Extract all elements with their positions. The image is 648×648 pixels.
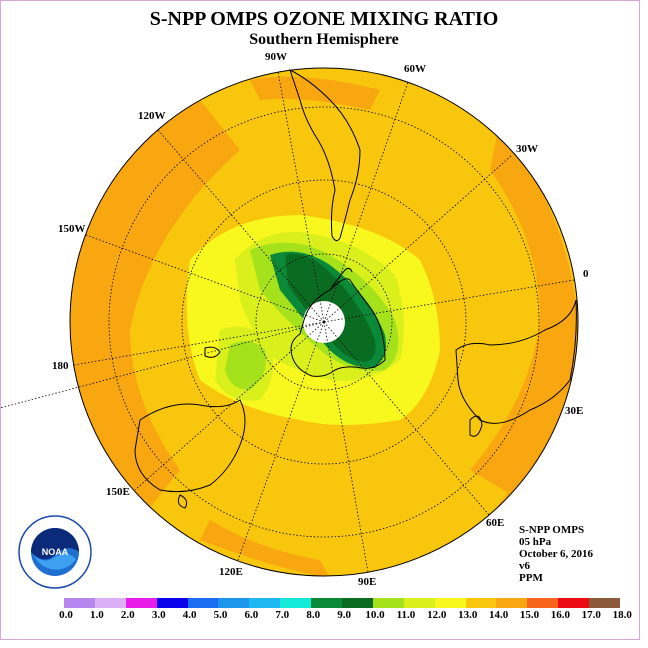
noaa-logo: NOAA <box>18 515 92 589</box>
colorbar-segment <box>280 598 312 608</box>
map-title: S-NPP OMPS OZONE MIXING RATIO <box>149 8 499 30</box>
colorbar-segment <box>527 598 559 608</box>
colorbar-segment <box>94 598 126 608</box>
lon-label-0: 0 <box>583 268 589 280</box>
colorbar-tick-label: 17.0 <box>581 609 601 621</box>
info-version: v6 <box>519 560 530 572</box>
info-units: PPM <box>519 572 543 584</box>
colorbar-tick-label: 11.0 <box>396 609 416 621</box>
colorbar-segment <box>496 598 528 608</box>
colorbar-tick-label: 2.0 <box>120 609 135 621</box>
colorbar-tick-label: 1.0 <box>90 609 104 621</box>
colorbar-segment <box>558 598 590 608</box>
colorbar-tick-label: 16.0 <box>550 609 571 621</box>
latitude-circles <box>108 106 540 538</box>
colorbar-segment <box>249 598 281 608</box>
meridians <box>0 71 575 573</box>
map-boundary <box>69 67 579 577</box>
lon-label-120e: 120E <box>219 566 243 578</box>
lon-label-30w: 30W <box>516 143 538 155</box>
colorbar-segment <box>187 598 219 608</box>
lon-label-90w: 90W <box>265 51 287 63</box>
colorbar-tick-label: 5.0 <box>213 609 228 621</box>
colorbar-tick-label: 4.0 <box>182 609 197 621</box>
colorbar-segment <box>372 598 404 608</box>
colorbar-tick-label: 15.0 <box>519 609 540 621</box>
colorbar-segment <box>156 598 188 608</box>
lon-label-90e: 90E <box>358 576 377 588</box>
colorbar-segment <box>64 598 95 608</box>
colorbar-segment <box>589 598 621 608</box>
colorbar-tick-label: 13.0 <box>458 609 478 621</box>
lon-label-150w: 150W <box>58 223 86 235</box>
colorbar-ticks: 0.0 1.0 2.0 3.0 4.0 5.0 6.0 7.0 8.0 9.0 10.0 11.0 12… <box>0 609 648 623</box>
lon-label-150e: 150E <box>106 486 130 498</box>
colorbar-tick-label: 18.0 <box>612 609 632 621</box>
colorbar-segment <box>218 598 250 608</box>
colorbar-tick-label: 10.0 <box>365 609 385 621</box>
lon-label-120w: 120W <box>138 110 166 122</box>
colorbar-segment <box>311 598 343 608</box>
map-subtitle: Southern Hemisphere <box>249 31 399 48</box>
colorbar-segment <box>342 598 373 608</box>
colorbar-segment <box>434 598 466 608</box>
colorbar-tick-label: 7.0 <box>275 609 290 621</box>
lon-label-30e: 30E <box>565 405 584 417</box>
coastlines <box>134 69 577 509</box>
info-block: S-NPP OMPS 05 hPa October 6, 2016 v6 PPM <box>519 524 593 584</box>
colorbar-tick-label: 12.0 <box>427 609 447 621</box>
colorbar-tick-label: 8.0 <box>306 609 321 621</box>
info-date: October 6, 2016 <box>519 548 594 560</box>
lon-label-180: 180 <box>52 360 69 372</box>
figure-frame <box>0 0 640 640</box>
colorbar-segment <box>465 598 497 608</box>
colorbar-tick-label: 14.0 <box>488 609 509 621</box>
lon-label-60w: 60W <box>404 63 426 75</box>
lon-label-60e: 60E <box>486 517 505 529</box>
colorbar-tick-label: 3.0 <box>151 609 166 621</box>
colorbar-segment <box>125 598 157 608</box>
colorbar-tick-label: 9.0 <box>337 609 351 621</box>
colorbar-segment <box>403 598 435 608</box>
info-instrument: S-NPP OMPS <box>519 524 585 536</box>
info-level: 05 hPa <box>519 536 552 548</box>
noaa-logo-text: NOAA <box>42 547 69 557</box>
colorbar-tick-label: 6.0 <box>244 609 259 621</box>
colorbar-tick-label: 0.0 <box>59 609 73 621</box>
colorbar <box>64 598 621 608</box>
